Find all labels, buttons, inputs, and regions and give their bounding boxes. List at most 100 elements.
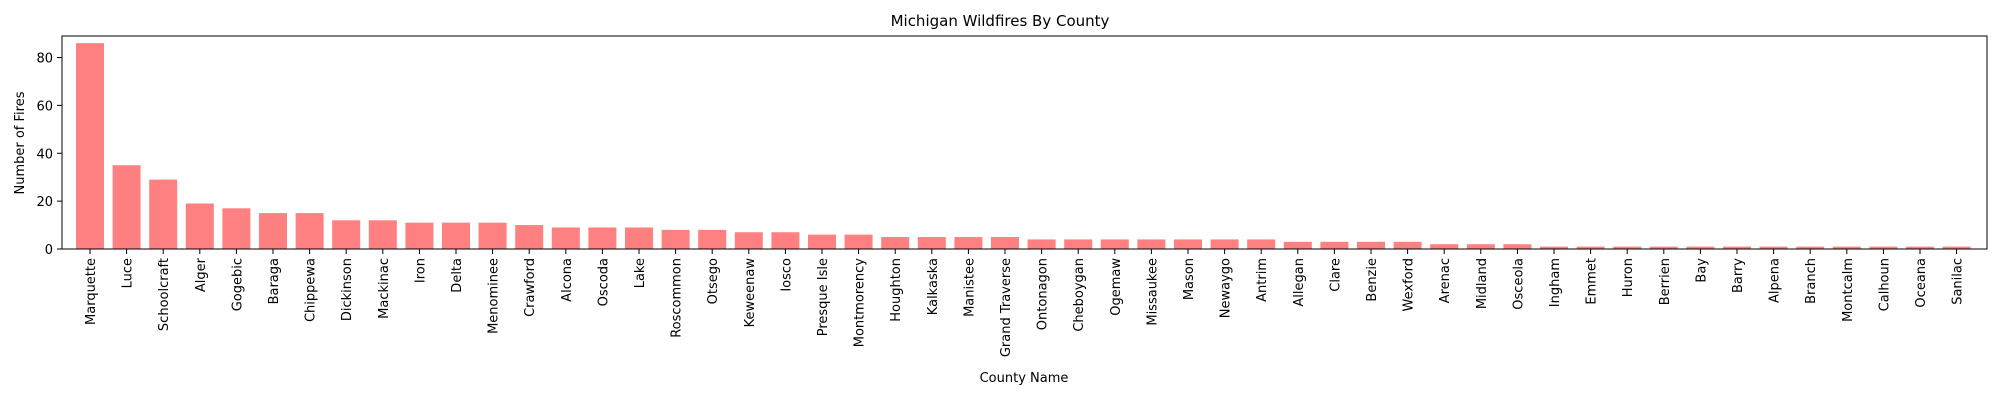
bar — [1466, 244, 1495, 249]
x-tick-label: Ontonagon — [1036, 258, 1051, 330]
bar — [1393, 241, 1422, 249]
y-tick-label: 20 — [36, 195, 53, 210]
bar — [1942, 246, 1971, 249]
x-tick-label: Montcalm — [1841, 258, 1856, 322]
y-tick-label: 60 — [36, 99, 53, 114]
bar — [698, 229, 727, 249]
x-tick-label: Luce — [121, 258, 136, 288]
bar — [881, 237, 910, 249]
x-tick-label: Sanilac — [1951, 258, 1966, 305]
x-tick-label: Antrim — [1255, 258, 1270, 302]
x-tick-label: Osceola — [1511, 258, 1526, 310]
x-tick-label: Barry — [1731, 258, 1746, 293]
bar — [222, 208, 251, 249]
bar — [917, 237, 946, 249]
bar — [1503, 244, 1532, 249]
x-tick-label: Presque Isle — [816, 258, 831, 336]
x-tick-label: Clare — [1328, 258, 1343, 292]
x-tick-label: Calhoun — [1877, 258, 1892, 311]
bar — [295, 213, 324, 249]
bar — [149, 179, 178, 249]
bar — [1796, 246, 1825, 249]
x-tick-label: Marquette — [84, 258, 99, 325]
bar — [1869, 246, 1898, 249]
x-tick-label: Benzie — [1365, 258, 1380, 302]
x-tick-label: Mason — [1182, 258, 1197, 300]
bar — [844, 234, 873, 249]
bar — [551, 227, 580, 249]
x-tick-label: Chippewa — [304, 258, 319, 322]
bar — [1357, 241, 1385, 249]
x-tick-label: Kalkaska — [926, 258, 941, 315]
x-tick-label: Grand Traverse — [999, 258, 1014, 357]
bar — [112, 165, 141, 249]
bar — [368, 220, 397, 249]
x-tick-label: Allegan — [1292, 258, 1307, 307]
x-tick-label: Huron — [1621, 258, 1636, 297]
bar — [1686, 246, 1715, 249]
bar — [1649, 246, 1678, 249]
bar — [478, 222, 507, 249]
x-tick-label: Houghton — [889, 258, 904, 322]
bar — [1100, 239, 1129, 249]
bar — [1832, 246, 1861, 249]
bar — [991, 237, 1019, 249]
bars — [76, 43, 1971, 249]
x-tick-label: Keweenaw — [743, 258, 758, 328]
x-tick-label: Alpena — [1768, 258, 1783, 303]
bar — [1320, 241, 1349, 249]
x-tick-label: Gogebic — [230, 258, 245, 311]
y-tick-label: 80 — [36, 52, 53, 67]
x-tick-label: Ingham — [1548, 258, 1563, 307]
bar — [259, 213, 287, 249]
y-axis-label: Number of Fires — [13, 91, 28, 194]
x-tick-label: Dickinson — [340, 258, 355, 321]
bar — [515, 225, 544, 249]
bar — [405, 222, 434, 249]
bar — [1613, 246, 1642, 249]
x-tick-label: Ogemaw — [1109, 258, 1124, 316]
bar — [588, 227, 617, 249]
bar — [332, 220, 361, 249]
bar — [1027, 239, 1056, 249]
plot-frame — [61, 35, 1988, 250]
x-tick-label: Newaygo — [1219, 258, 1234, 318]
bar — [808, 234, 836, 249]
x-tick-label: Schoolcraft — [157, 258, 172, 331]
x-tick-label: Alcona — [560, 258, 575, 302]
x-axis-label: County Name — [980, 371, 1069, 386]
x-tick-label: Branch — [1804, 258, 1819, 304]
x-tick-label: Bay — [1694, 258, 1709, 283]
x-tick-label: Berrien — [1658, 258, 1673, 305]
bar — [1576, 246, 1605, 249]
bar — [1430, 244, 1459, 249]
bar — [625, 227, 653, 249]
x-tick-label: Otsego — [706, 258, 721, 304]
bar — [1283, 241, 1312, 249]
x-tick-label: Iron — [413, 258, 428, 283]
bar — [1723, 246, 1751, 249]
bar — [1174, 239, 1202, 249]
bar — [1247, 239, 1276, 249]
bar — [771, 232, 800, 249]
bar — [661, 229, 690, 249]
y-tick-label: 40 — [36, 147, 53, 162]
bar — [185, 203, 214, 249]
y-tick-label: 0 — [45, 243, 53, 258]
x-tick-label: Cheboygan — [1072, 258, 1087, 332]
x-tick-label: Mackinac — [377, 258, 392, 319]
x-tick-label: Alger — [194, 257, 209, 292]
x-tick-label: Montmorency — [853, 258, 868, 348]
chart-title: Michigan Wildfires By County — [891, 12, 1110, 30]
bar — [1064, 239, 1093, 249]
x-tick-label: Midland — [1475, 258, 1490, 309]
bar — [1906, 246, 1934, 249]
bar — [442, 222, 470, 249]
bar — [76, 43, 104, 249]
x-tick-label: Oceana — [1914, 258, 1929, 308]
bar — [734, 232, 763, 249]
x-tick-label: Arenac — [1438, 258, 1453, 303]
x-tick-label: Delta — [450, 258, 465, 293]
